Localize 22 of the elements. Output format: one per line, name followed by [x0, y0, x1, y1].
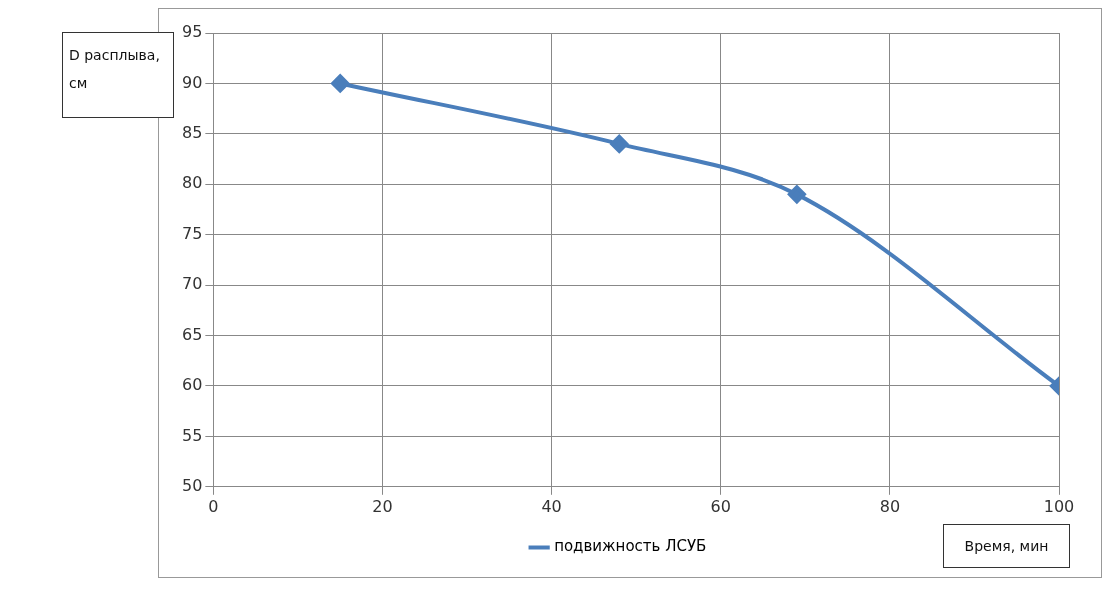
y-tick-label: 70 — [182, 274, 203, 294]
x-tick-label: 60 — [710, 496, 731, 516]
y-tick-label: 90 — [182, 72, 203, 92]
y-tick-label: 75 — [182, 223, 203, 243]
y-tick-label: 95 — [182, 22, 203, 42]
y-tick-label: 50 — [182, 475, 203, 495]
legend-label: подвижность ЛСУБ — [554, 537, 707, 556]
point — [787, 185, 806, 204]
x-tick-label: 100 — [1043, 496, 1075, 516]
y-tick-label: 80 — [182, 173, 203, 193]
x-axis-title: Время, мин — [943, 524, 1070, 568]
y-axis-title: D расплыва, см — [62, 32, 174, 118]
x-tick-label: 40 — [541, 496, 562, 516]
x-tick-label: 20 — [372, 496, 393, 516]
point — [610, 134, 629, 153]
point — [331, 74, 350, 93]
x-tick-label: 80 — [879, 496, 901, 516]
y-tick-label: 65 — [182, 324, 203, 344]
y-tick-label: 85 — [182, 123, 203, 142]
y-tick-label: 60 — [182, 375, 203, 395]
x-tick-label: 0 — [208, 496, 219, 516]
y-tick-label: 55 — [182, 425, 203, 445]
